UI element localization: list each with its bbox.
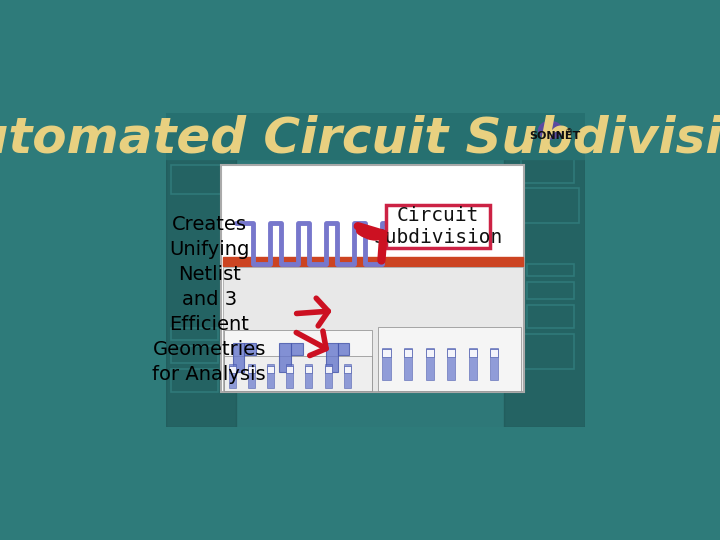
Bar: [221, 165, 524, 393]
Bar: [166, 113, 585, 159]
Bar: [248, 364, 255, 388]
Bar: [344, 366, 351, 373]
Bar: [171, 346, 218, 363]
Bar: [469, 349, 477, 357]
Bar: [344, 364, 351, 388]
Bar: [527, 282, 574, 299]
Bar: [426, 348, 433, 380]
Bar: [166, 113, 235, 427]
Bar: [171, 165, 224, 194]
Bar: [382, 349, 390, 357]
Bar: [447, 348, 455, 380]
Bar: [171, 369, 218, 393]
Text: Creates
Unifying
Netlist
and 3
Efficient
Geometries
for Analysis: Creates Unifying Netlist and 3 Efficient…: [153, 214, 266, 383]
Bar: [305, 366, 312, 373]
Bar: [527, 305, 574, 328]
Text: SONNET: SONNET: [529, 131, 580, 141]
Bar: [228, 364, 235, 388]
Bar: [228, 366, 235, 373]
Bar: [338, 343, 349, 354]
Bar: [426, 349, 433, 357]
Bar: [325, 366, 332, 373]
FancyArrowPatch shape: [296, 331, 326, 355]
Bar: [503, 113, 585, 427]
Bar: [516, 334, 574, 369]
Bar: [267, 364, 274, 388]
Bar: [469, 348, 477, 380]
Bar: [490, 349, 498, 357]
Bar: [171, 142, 212, 159]
Bar: [267, 366, 274, 373]
FancyBboxPatch shape: [386, 205, 490, 248]
Bar: [244, 343, 256, 354]
Bar: [287, 366, 293, 373]
Bar: [279, 343, 291, 372]
Text: Circuit
Subdivision: Circuit Subdivision: [374, 206, 503, 247]
Bar: [287, 364, 293, 388]
Bar: [447, 349, 455, 357]
Ellipse shape: [539, 122, 562, 139]
Bar: [222, 267, 523, 390]
Bar: [171, 328, 218, 340]
Bar: [224, 356, 372, 391]
Bar: [326, 343, 338, 372]
Bar: [404, 349, 412, 357]
Text: Automated Circuit Subdivision: Automated Circuit Subdivision: [0, 115, 720, 163]
Text: ®: ®: [564, 129, 573, 138]
FancyArrowPatch shape: [358, 226, 383, 260]
Bar: [222, 257, 523, 266]
Bar: [233, 343, 244, 372]
Bar: [305, 364, 312, 388]
Bar: [490, 348, 498, 380]
Bar: [248, 366, 255, 373]
Bar: [325, 364, 332, 388]
Bar: [378, 327, 521, 391]
Bar: [224, 330, 372, 391]
Bar: [382, 348, 390, 380]
Bar: [291, 343, 302, 354]
Bar: [516, 188, 580, 224]
FancyArrowPatch shape: [297, 298, 328, 326]
Bar: [521, 159, 574, 183]
Bar: [404, 348, 412, 380]
Bar: [527, 264, 574, 276]
